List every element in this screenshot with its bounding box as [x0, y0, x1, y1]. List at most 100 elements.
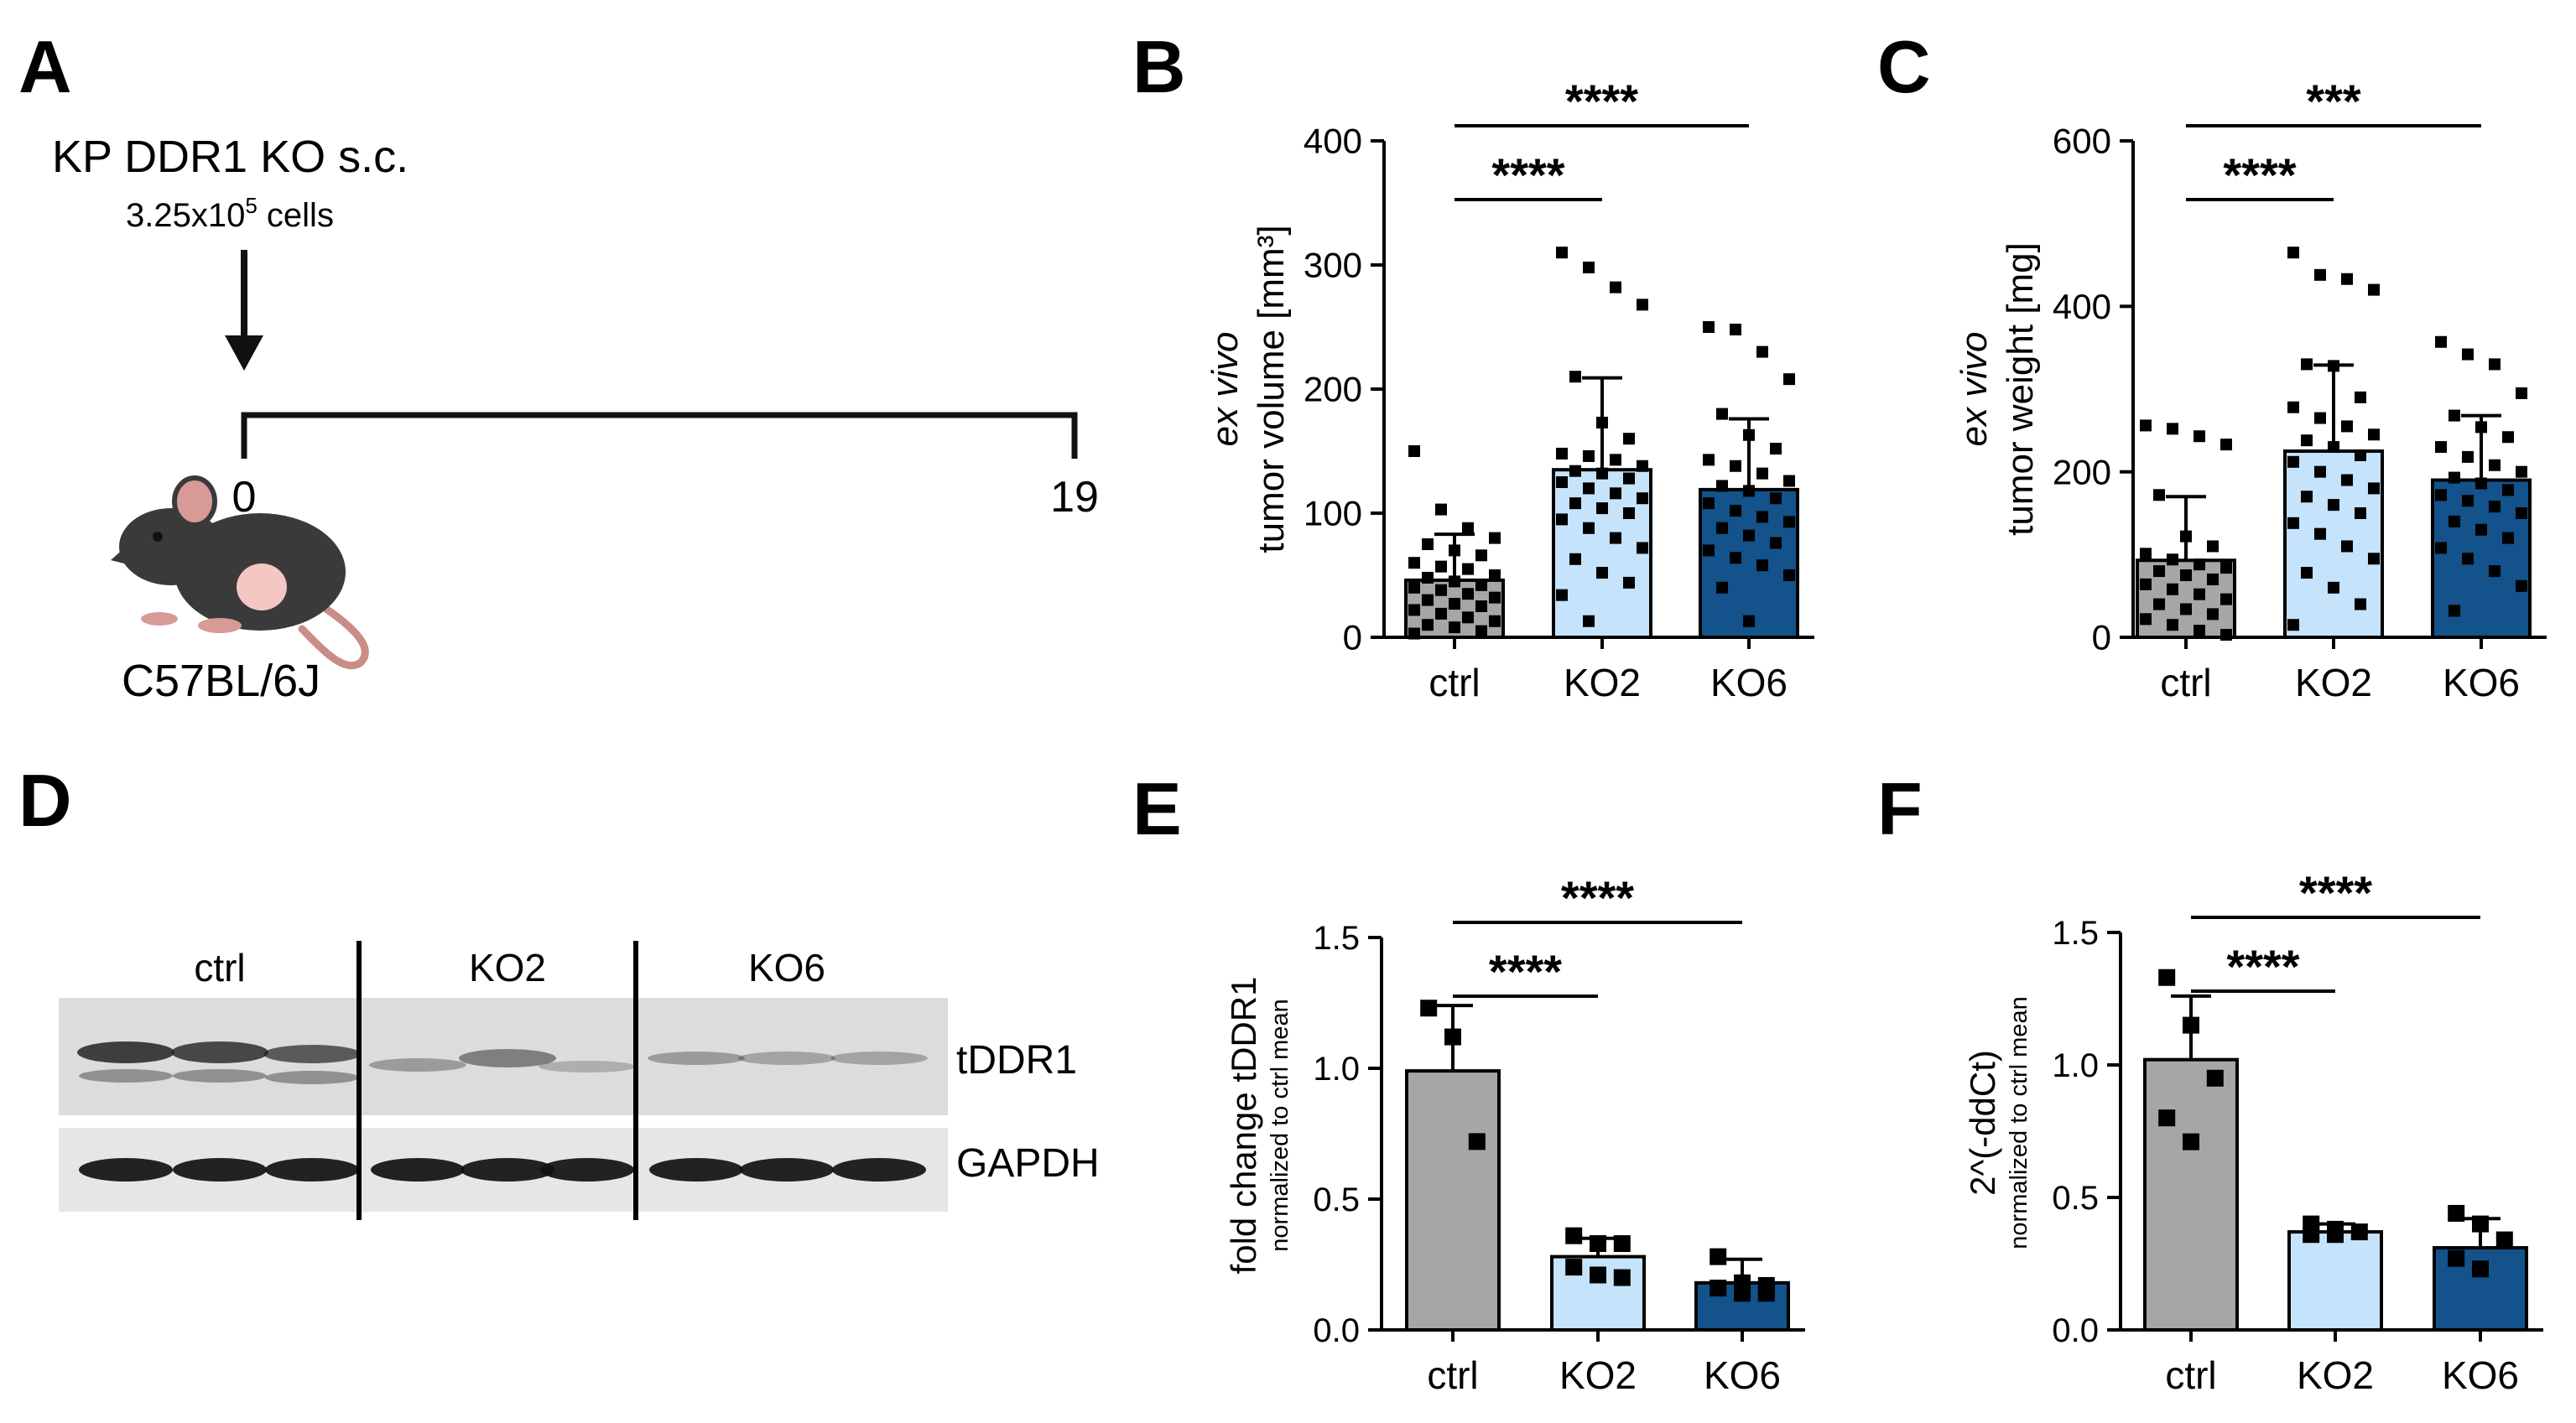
- chart-ddct: 0.0 0.5 1.0 1.5 ctrl KO2 KO6 2^(-ddCt) normalize…: [1963, 866, 2543, 1397]
- panel-f-letter: F: [1877, 767, 1923, 850]
- data-point: [2435, 489, 2447, 501]
- data-point: [1610, 454, 1621, 466]
- x-tick-label: KO2: [1559, 1353, 1637, 1397]
- data-point: [1408, 557, 1420, 569]
- data-point: [1468, 1133, 1486, 1150]
- blot-group-label: KO6: [748, 946, 825, 989]
- y-tick-label: 0.0: [1313, 1312, 1360, 1349]
- data-point: [2435, 335, 2447, 348]
- data-point: [2167, 553, 2178, 566]
- data-point: [2194, 558, 2205, 571]
- data-point: [2368, 283, 2380, 296]
- blot-band-gapdh: [265, 1158, 359, 1182]
- data-point: [2368, 482, 2380, 495]
- timeline-day-19: 19: [1050, 473, 1099, 522]
- data-point: [1783, 373, 1795, 386]
- y-tick-label: 600: [2053, 122, 2111, 161]
- data-point: [1422, 619, 1434, 631]
- data-point: [1435, 503, 1447, 516]
- data-point: [1716, 408, 1728, 420]
- data-point: [1569, 553, 1581, 565]
- data-point: [2220, 562, 2232, 574]
- data-point: [2462, 348, 2474, 361]
- cell-count: 3.25x105 cells: [126, 193, 334, 234]
- data-point: [1583, 615, 1595, 627]
- data-point: [1596, 467, 1608, 480]
- data-point: [2328, 499, 2339, 512]
- data-point: [2448, 1249, 2465, 1267]
- blot-band-tddr1: [171, 1041, 268, 1063]
- data-point: [1475, 549, 1487, 562]
- y-tick-label: 100: [1304, 494, 1362, 533]
- data-point: [1743, 615, 1755, 627]
- mouse-eye: [153, 532, 163, 542]
- band-label-tddr1: tDDR1: [956, 1038, 1077, 1083]
- mouse-ear: [172, 475, 217, 527]
- data-point: [2158, 969, 2176, 986]
- blot-band-gapdh: [461, 1158, 554, 1182]
- data-point: [2301, 434, 2313, 447]
- data-point: [2207, 608, 2219, 621]
- data-point: [1556, 513, 1568, 526]
- data-point: [1734, 1285, 1751, 1302]
- data-point: [1756, 511, 1768, 523]
- data-point: [2207, 573, 2219, 585]
- data-point: [1408, 445, 1420, 457]
- bar-ko2: [1552, 468, 1652, 640]
- data-point: [1613, 1269, 1631, 1286]
- data-point: [1637, 542, 1648, 554]
- x-tick-label: ctrl: [2160, 661, 2211, 704]
- data-point: [2140, 578, 2152, 590]
- data-point: [1783, 569, 1795, 581]
- y-tick-label: 200: [2053, 452, 2111, 491]
- data-point: [1569, 371, 1581, 383]
- data-point: [1610, 532, 1621, 544]
- significance-label: ****: [1491, 148, 1564, 201]
- data-point: [2303, 1226, 2320, 1244]
- chart-tumor-weight: 0 200 400 600 ctrl KO2 KO6 ex vivo tumor weight …: [1954, 75, 2547, 704]
- data-point: [1730, 460, 1741, 472]
- chart-tumor-volume: 0 100 200 300 400 ctrl KO2 KO6 ex vivo tumor volu…: [1205, 75, 1814, 704]
- y-tick-label: 400: [1304, 122, 1362, 161]
- data-point: [2183, 1133, 2199, 1150]
- data-point: [2180, 569, 2192, 581]
- injection-arrow-head: [225, 335, 263, 371]
- x-tick-label: ctrl: [2165, 1353, 2216, 1397]
- data-point: [2341, 474, 2353, 486]
- data-point: [2462, 450, 2474, 463]
- y-tick-label: 0.5: [1313, 1182, 1360, 1218]
- panel-e-letter: E: [1132, 767, 1182, 850]
- data-point: [1556, 589, 1568, 601]
- blot-band-tddr1-lower: [173, 1069, 267, 1083]
- data-point: [1462, 522, 1474, 534]
- bar-ko6: [1699, 487, 1799, 639]
- data-point: [1703, 544, 1715, 557]
- data-point: [2341, 420, 2353, 433]
- data-point: [1770, 537, 1782, 549]
- significance-label: ****: [1565, 75, 1638, 127]
- data-point: [2207, 540, 2219, 553]
- band-label-gapdh: GAPDH: [956, 1141, 1100, 1186]
- data-point: [2206, 1069, 2224, 1087]
- data-point: [2489, 565, 2501, 578]
- blot-band-tddr1: [738, 1052, 835, 1065]
- data-point: [2449, 605, 2460, 617]
- data-point: [1637, 460, 1648, 472]
- blot-band-gapdh: [832, 1158, 926, 1182]
- data-point: [2287, 247, 2299, 259]
- y-tick-label: 0.0: [2052, 1312, 2099, 1349]
- data-point: [1462, 588, 1474, 600]
- blot-group-label: ctrl: [194, 946, 245, 989]
- data-point: [1475, 600, 1487, 612]
- y-tick-label: 1.0: [1313, 1051, 1360, 1088]
- bar-ko2: [2287, 1230, 2383, 1332]
- data-point: [1637, 299, 1648, 311]
- data-point: [1623, 472, 1635, 485]
- data-point: [2140, 419, 2152, 432]
- data-point: [1716, 480, 1728, 492]
- mouse-front-paw: [141, 612, 178, 626]
- data-point: [1449, 575, 1460, 588]
- blot-band-tddr1-lower: [265, 1071, 359, 1084]
- data-point: [1583, 449, 1595, 462]
- data-point: [2140, 613, 2152, 626]
